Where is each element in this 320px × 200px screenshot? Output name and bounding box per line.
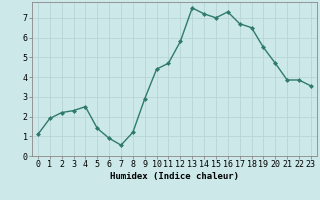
X-axis label: Humidex (Indice chaleur): Humidex (Indice chaleur) [110,172,239,181]
